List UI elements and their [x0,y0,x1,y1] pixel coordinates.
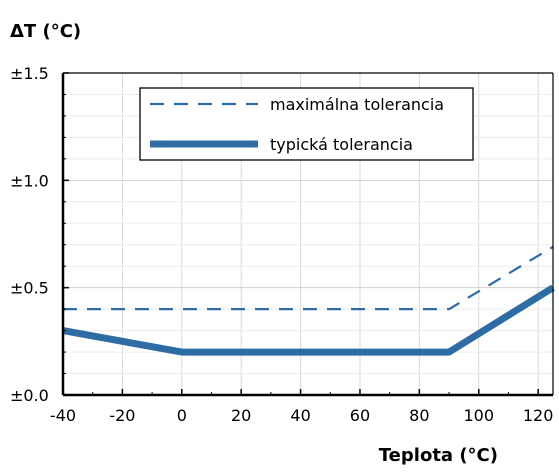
x-tick-label: -20 [109,406,135,425]
y-tick-label: ±0.5 [10,279,49,298]
x-tick-label: 20 [231,406,251,425]
y-axis-title: ΔT (°C) [10,21,81,42]
axes [61,72,554,397]
x-tick-label: 40 [290,406,310,425]
x-tick-label: -40 [50,406,76,425]
x-tick-label: 80 [409,406,429,425]
series-line-maximalna-tolerancia [63,245,554,311]
x-axis-title: Teplota (°C) [379,445,498,466]
y-tick-label: ±1.5 [10,64,49,83]
series-layer [62,245,555,356]
x-tick-label: 100 [463,406,494,425]
ticks: -40 -20 0 20 40 60 80 100 120 ±0.0 ±0.5 ±1.0 ±1.5 [10,64,553,425]
x-tick-label: 60 [350,406,370,425]
y-tick-label: ±1.0 [10,171,49,190]
x-tick-label: 0 [177,406,187,425]
legend-label-maximalna-tolerancia: maximálna tolerancia [270,95,444,114]
x-tick-label: 120 [523,406,554,425]
y-tick-label: ±0.0 [10,386,49,405]
series-line-typicka-tolerancia [62,284,555,356]
legend-box [139,87,474,161]
legend: maximálna tolerancia typická tolerancia [139,87,474,161]
legend-label-typicka-tolerancia: typická tolerancia [270,135,413,154]
